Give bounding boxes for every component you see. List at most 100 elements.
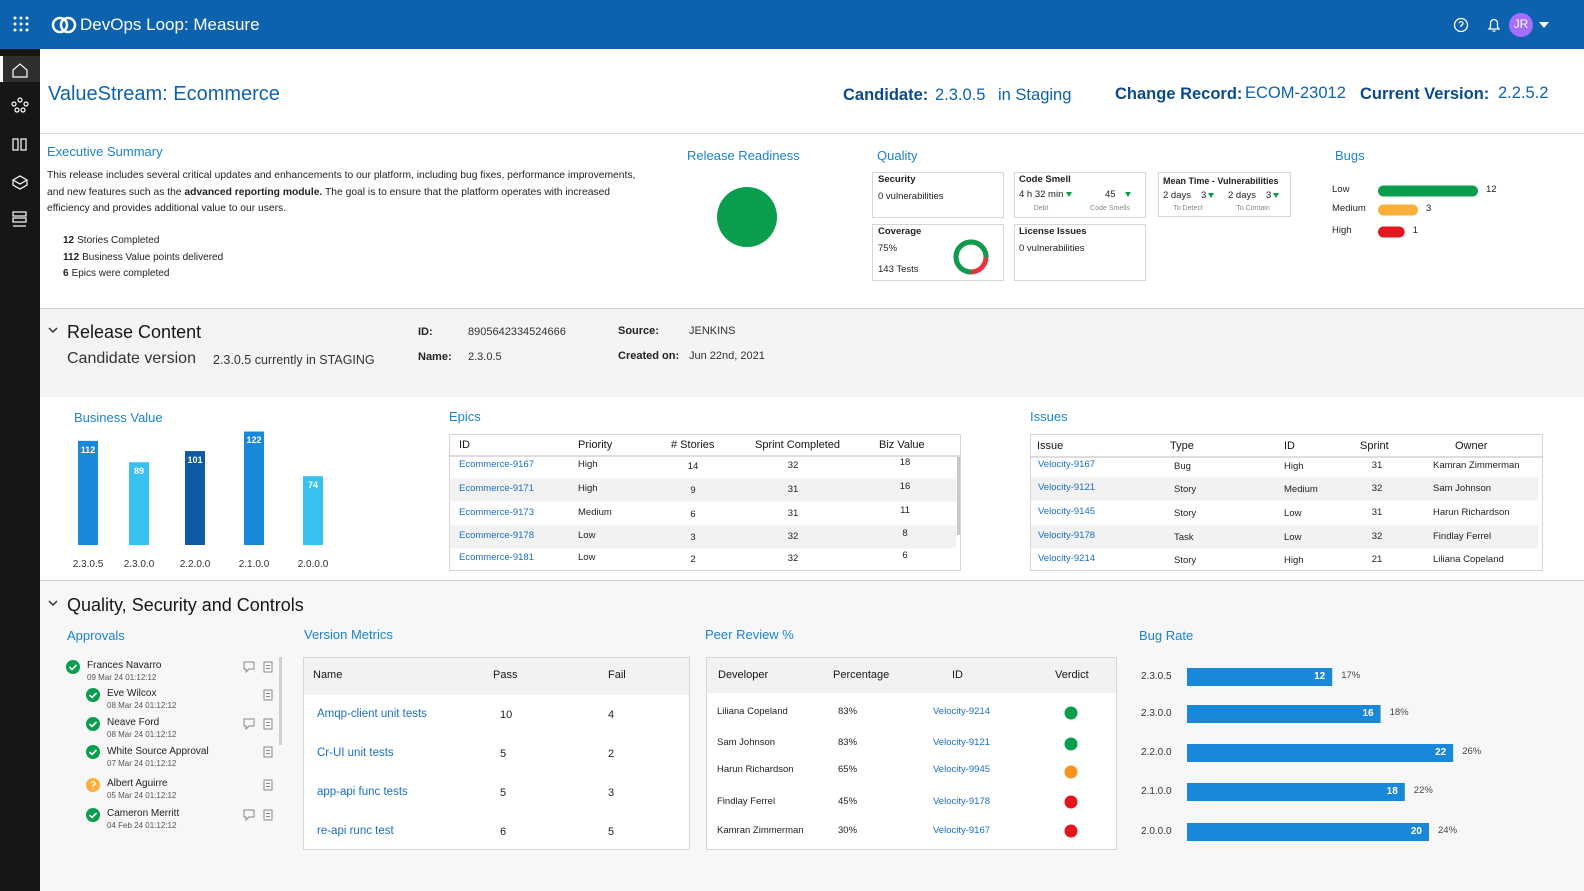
collapse-chevron[interactable] — [48, 600, 58, 607]
cell: 83% — [838, 706, 858, 718]
cell: 83% — [838, 737, 858, 749]
link[interactable]: re-api runc test — [317, 825, 394, 838]
link[interactable]: Velocity-9214 — [1038, 553, 1096, 565]
cell: 6 — [690, 509, 696, 521]
comment-icon[interactable] — [243, 661, 255, 674]
version-label: 2.3.0.0 — [1141, 708, 1172, 720]
link[interactable]: Velocity-9167 — [1038, 459, 1096, 471]
app-switcher[interactable] — [13, 16, 29, 32]
link[interactable]: Velocity-9178 — [933, 796, 991, 808]
logo — [51, 16, 77, 34]
column-header: Sprint Completed — [755, 438, 840, 451]
stat-label: Epics were completed — [71, 267, 170, 279]
column-header: # Stories — [671, 438, 715, 451]
cell: 2 — [608, 747, 615, 760]
link[interactable]: Ecommerce-9173 — [459, 507, 534, 519]
link[interactable]: Velocity-9121 — [933, 737, 991, 749]
comment-icon[interactable] — [243, 809, 255, 822]
document-icon[interactable] — [263, 718, 273, 730]
link[interactable]: Ecommerce-9167 — [459, 459, 534, 471]
document-lines — [266, 783, 270, 787]
cell: 32 — [1371, 531, 1383, 543]
bar-value: 18 — [1386, 786, 1398, 798]
approver-name: Neave Ford — [107, 717, 160, 729]
link[interactable]: Velocity-9167 — [933, 825, 991, 837]
section-title: Bugs — [1335, 148, 1365, 164]
value: 3 — [1201, 190, 1207, 202]
cell: 31 — [1371, 460, 1383, 472]
cell: 5 — [608, 825, 615, 838]
top-bar — [0, 0, 1584, 49]
document-icon[interactable] — [263, 689, 273, 701]
cell: 31 — [787, 484, 799, 496]
link[interactable]: Velocity-9945 — [933, 764, 991, 776]
section-title: Release Readiness — [687, 148, 800, 164]
link[interactable]: Velocity-9214 — [933, 706, 991, 718]
document-icon[interactable] — [263, 779, 273, 791]
link[interactable]: Ecommerce-9181 — [459, 552, 534, 564]
stat-label: Business Value points delivered — [82, 251, 224, 263]
bar-value: 122 — [246, 435, 262, 446]
row-stripe — [1031, 525, 1538, 549]
label: 8905642334524666 — [468, 325, 566, 338]
link[interactable]: Ecommerce-9178 — [459, 530, 534, 542]
bug-severity: Low — [1332, 184, 1350, 196]
label: Debt — [1033, 204, 1049, 212]
summary-span: This release includes several critical u… — [47, 170, 636, 198]
document-icon[interactable] — [263, 661, 273, 673]
link[interactable]: Velocity-9145 — [1038, 506, 1096, 518]
label: Name: — [418, 350, 452, 363]
cell: Story — [1174, 508, 1197, 520]
link[interactable]: app-api func tests — [317, 786, 408, 799]
column-header: Priority — [578, 438, 613, 451]
top-icons[interactable] — [1453, 17, 1501, 33]
version-label: 2.0.0.0 — [1141, 826, 1172, 838]
bar-value: 112 — [80, 444, 96, 455]
link[interactable]: Velocity-9121 — [1038, 482, 1096, 494]
document-icon[interactable] — [263, 809, 273, 821]
section-title: Quality — [877, 148, 918, 164]
scrollbar[interactable] — [279, 657, 282, 745]
link[interactable]: Ecommerce-9171 — [459, 483, 534, 495]
card-title: Mean Time - Vulnerabilities — [1163, 175, 1279, 186]
divider — [40, 133, 1584, 134]
pending-mark — [90, 780, 96, 790]
value: ECOM-23012 — [1245, 84, 1346, 103]
cell: 32 — [787, 460, 799, 472]
cell: 31 — [1371, 507, 1383, 519]
label: Current Version: — [1360, 85, 1490, 104]
code-smell-card — [1014, 172, 1146, 218]
column-header: Name — [313, 668, 343, 681]
stat-label: Stories Completed — [77, 235, 160, 247]
table-header — [707, 658, 1116, 693]
link[interactable]: Amqp-client unit tests — [317, 708, 427, 721]
section-title: Epics — [449, 409, 481, 425]
sidebar-icons[interactable] — [11, 63, 29, 227]
document-icon[interactable] — [263, 746, 273, 758]
column-header: Type — [1170, 439, 1194, 452]
business-value-bar — [185, 451, 205, 545]
cell: 30% — [838, 825, 858, 837]
link[interactable]: Velocity-9178 — [1038, 530, 1096, 542]
cell: High — [1284, 461, 1304, 473]
cell: 45% — [838, 796, 858, 808]
avatar[interactable] — [1509, 13, 1533, 37]
collapse-chevron[interactable] — [48, 327, 58, 334]
caret[interactable] — [1539, 22, 1549, 28]
approval-date: 04 Feb 24 01:12:12 — [107, 820, 177, 830]
section-title: Issues — [1030, 409, 1068, 425]
x-label: 2.2.0.0 — [179, 559, 211, 571]
card-title: License Issues — [1019, 226, 1087, 238]
bug-bar — [1378, 226, 1405, 238]
scrollbar[interactable] — [957, 457, 960, 535]
document-lines — [266, 665, 270, 669]
sidebar-active[interactable] — [0, 56, 40, 82]
link[interactable]: Cr-UI unit tests — [317, 747, 394, 760]
comment-icon[interactable] — [243, 718, 255, 731]
approval-date: 09 Mar 24 01:12:12 — [87, 672, 157, 682]
approval-date: 08 Mar 24 01:12:12 — [107, 729, 177, 739]
app-title: DevOps Loop: Measure — [80, 15, 260, 35]
label: JENKINS — [689, 324, 736, 337]
cell: Story — [1174, 555, 1197, 567]
